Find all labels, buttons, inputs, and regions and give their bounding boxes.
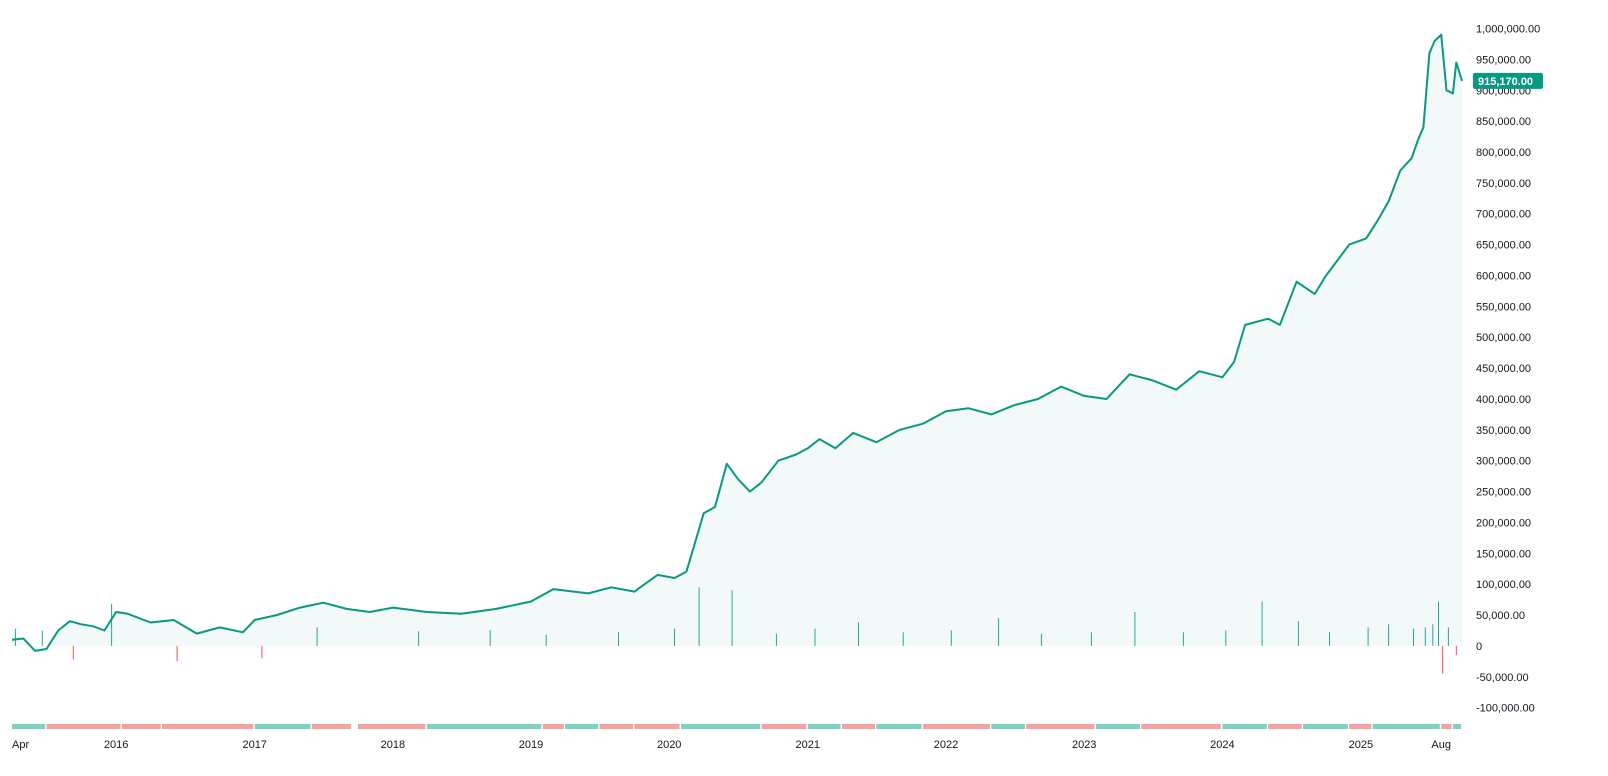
y-tick-label: 850,000.00 (1476, 116, 1531, 128)
x-tick-label: 2020 (657, 739, 681, 751)
period-strip-segment (1349, 724, 1372, 729)
period-strip-segment (1303, 724, 1348, 729)
x-tick-label: 2017 (242, 739, 266, 751)
period-strip-segment (1095, 724, 1140, 729)
period-strip-segment (12, 724, 46, 729)
x-tick-label: 2023 (1072, 739, 1096, 751)
y-tick-label: 250,000.00 (1476, 487, 1531, 499)
y-tick-label: 350,000.00 (1476, 425, 1531, 437)
y-tick-label: 0 (1476, 641, 1482, 653)
y-tick-label: 1,000,000.00 (1476, 24, 1540, 36)
y-tick-label: 550,000.00 (1476, 301, 1531, 313)
last-price-tag: 915,170.00 (1473, 72, 1543, 89)
y-tick-label: -50,000.00 (1476, 672, 1529, 684)
price-axis[interactable]: 1,000,000.00950,000.00900,000.00850,000.… (1476, 24, 1540, 715)
period-strip-segment (1441, 724, 1452, 729)
time-axis[interactable]: Apr 2016 2017 2018 2019 2020 2021 2022 2023 2024 2… (12, 739, 1451, 751)
period-strip-segment (922, 724, 990, 729)
price-area (12, 34, 1462, 651)
y-tick-label: 650,000.00 (1476, 240, 1531, 252)
y-tick-label: 800,000.00 (1476, 147, 1531, 159)
period-strip-segment (761, 724, 807, 729)
y-tick-label: 600,000.00 (1476, 271, 1531, 283)
x-tick-label: 2024 (1210, 739, 1234, 751)
period-strip-segment (634, 724, 680, 729)
x-tick-label: 2022 (934, 739, 958, 751)
period-strip-segment (681, 724, 761, 729)
period-strip-segment (991, 724, 1025, 729)
y-tick-label: 300,000.00 (1476, 456, 1531, 468)
period-strip-segment (1141, 724, 1221, 729)
period-strip-segment (599, 724, 634, 729)
period-strip-segment (121, 724, 161, 729)
y-tick-label: -100,000.00 (1476, 703, 1535, 715)
y-tick-label: 150,000.00 (1476, 548, 1531, 560)
period-strip-segment (565, 724, 599, 729)
price-area-fill (12, 34, 1462, 651)
period-strip-segment (426, 724, 542, 729)
y-tick-label: 500,000.00 (1476, 332, 1531, 344)
y-tick-label: 700,000.00 (1476, 209, 1531, 221)
x-tick-label: Apr (12, 739, 29, 751)
y-tick-label: 950,000.00 (1476, 54, 1531, 66)
x-tick-label: 2021 (796, 739, 820, 751)
period-strip-segment (841, 724, 875, 729)
price-line-path (11, 33, 1463, 652)
period-strip-segment (1222, 724, 1267, 729)
period-strip (12, 724, 1461, 729)
period-strip-segment (1372, 724, 1440, 729)
x-tick-label: 2016 (104, 739, 128, 751)
last-price-tag-text: 915,170.00 (1478, 76, 1533, 88)
period-strip-segment (311, 724, 351, 729)
period-strip-segment (807, 724, 841, 729)
y-tick-label: 200,000.00 (1476, 517, 1531, 529)
period-strip-segment (358, 724, 426, 729)
y-tick-label: 400,000.00 (1476, 394, 1531, 406)
x-tick-label: Aug (1431, 739, 1451, 751)
last-price-tag-bg (1473, 72, 1543, 89)
period-strip-segment (46, 724, 121, 729)
period-strip-segment (161, 724, 254, 729)
period-strip-segment (254, 724, 311, 729)
y-tick-label: 750,000.00 (1476, 178, 1531, 190)
period-strip-segment (1268, 724, 1302, 729)
x-tick-label: 2025 (1349, 739, 1373, 751)
y-tick-label: 100,000.00 (1476, 579, 1531, 591)
period-strip-segment (542, 724, 564, 729)
period-strip-segment (1452, 724, 1461, 729)
volume-bars (14, 587, 1457, 674)
y-tick-label: 50,000.00 (1476, 610, 1525, 622)
period-strip-segment (876, 724, 922, 729)
period-strip-segment (1026, 724, 1095, 729)
x-tick-label: 2018 (381, 739, 405, 751)
price-line (11, 33, 1463, 652)
y-tick-label: 450,000.00 (1476, 363, 1531, 375)
x-tick-label: 2019 (519, 739, 543, 751)
